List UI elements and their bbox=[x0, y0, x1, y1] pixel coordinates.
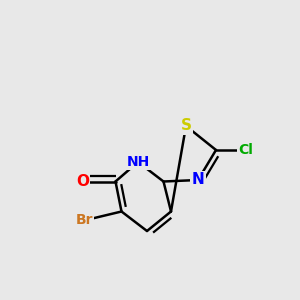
Text: Cl: Cl bbox=[238, 143, 253, 157]
Text: O: O bbox=[76, 174, 89, 189]
Text: Br: Br bbox=[75, 214, 93, 227]
Text: N: N bbox=[192, 172, 204, 188]
Text: NH: NH bbox=[126, 155, 150, 169]
Text: S: S bbox=[181, 118, 191, 134]
